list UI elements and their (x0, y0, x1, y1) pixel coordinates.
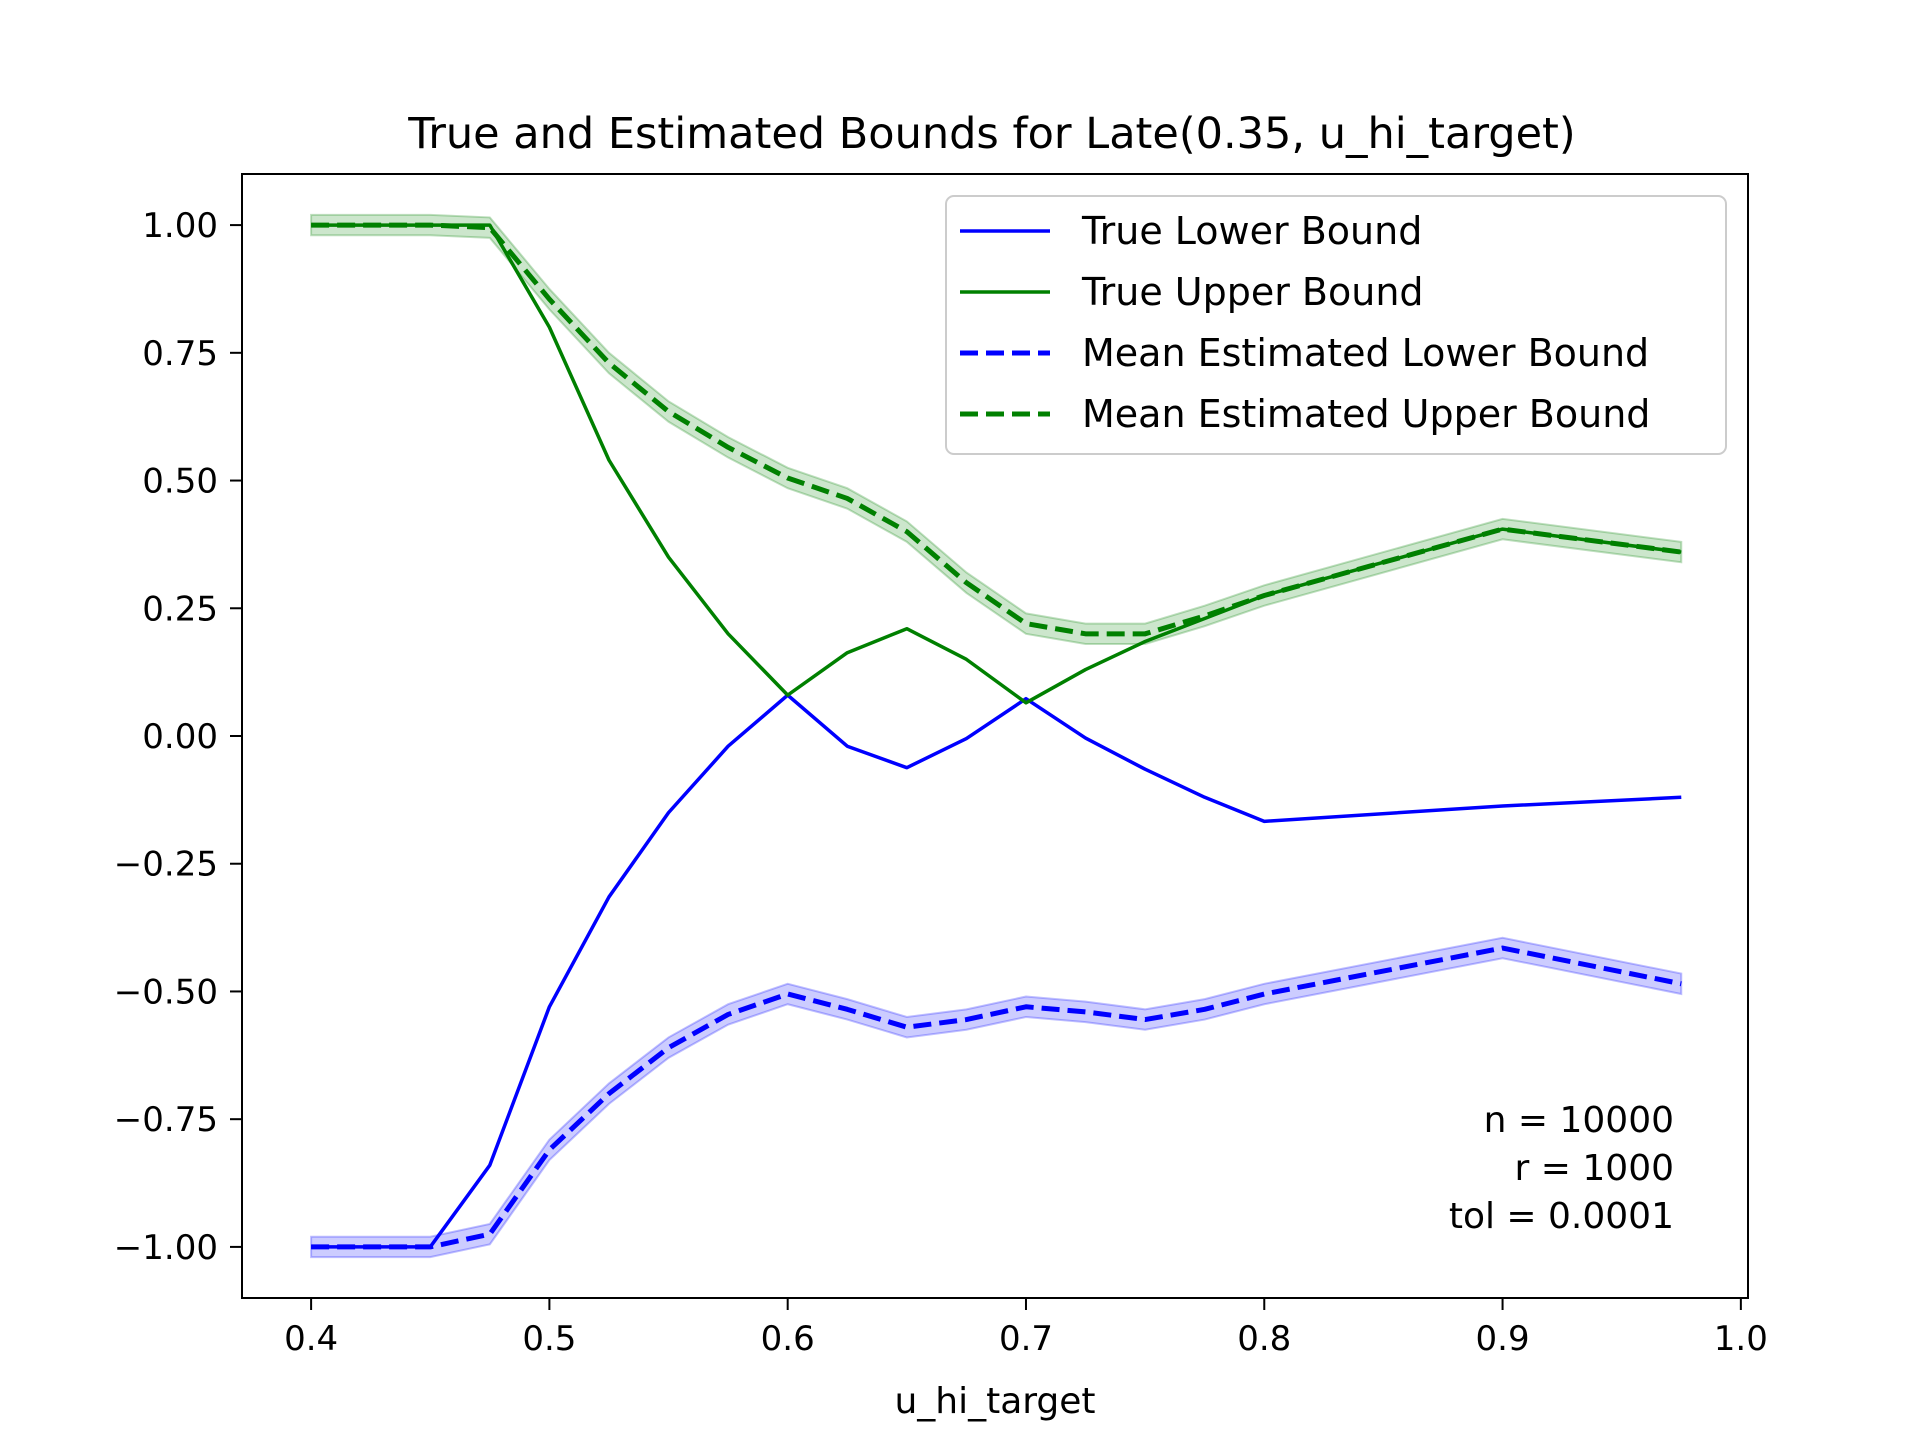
band-3 (310, 936, 1683, 1259)
legend-box (945, 195, 1727, 455)
legend-label: Mean Estimated Lower Bound (1082, 331, 1649, 375)
y-tick-label: 0.75 (142, 334, 218, 374)
y-axis-ticks: 1.00 0.75 0.50 0.25 0.00 −0.25 −0.50 −0.75 −1.00 (114, 206, 242, 1268)
x-tick-label: 1.0 (1714, 1319, 1768, 1359)
band-4 (310, 213, 1683, 646)
y-tick-label: −0.75 (114, 1100, 218, 1140)
x-axis-label: u_hi_target (894, 1381, 1095, 1422)
annotation-line: r = 1000 (1515, 1148, 1674, 1189)
chart-title: True and Estimated Bounds for Late(0.35,… (407, 109, 1575, 159)
x-tick-label: 0.4 (284, 1319, 338, 1359)
series-lines (311, 222, 1682, 1250)
x-tick-label: 0.5 (522, 1319, 576, 1359)
y-tick-label: 0.00 (142, 717, 218, 757)
x-tick-label: 0.9 (1476, 1319, 1530, 1359)
legend-label: Mean Estimated Upper Bound (1082, 392, 1650, 436)
series-line-3 (311, 945, 1682, 1250)
confidence-bands (310, 213, 1683, 1259)
x-axis-ticks: 0.4 0.5 0.6 0.7 0.8 0.9 1.0 (284, 1298, 1768, 1359)
annotation-line: tol = 0.0001 (1449, 1196, 1674, 1237)
legend-label: True Lower Bound (1081, 209, 1422, 253)
run-parameters: n = 10000 r = 1000 tol = 0.0001 (1449, 1100, 1674, 1237)
x-tick-label: 0.7 (999, 1319, 1053, 1359)
x-tick-label: 0.8 (1237, 1319, 1291, 1359)
legend-label: True Upper Bound (1081, 270, 1424, 314)
y-tick-label: 1.00 (142, 206, 218, 246)
series-line-1 (311, 693, 1682, 1249)
x-tick-label: 0.6 (761, 1319, 815, 1359)
series-line-4 (311, 222, 1682, 637)
y-tick-label: −0.25 (114, 845, 218, 885)
legend: True Lower Bound True Upper Bound Mean Est… (945, 195, 1727, 455)
annotation-line: n = 10000 (1484, 1100, 1674, 1141)
y-tick-label: 0.25 (142, 589, 218, 629)
y-tick-label: −1.00 (114, 1228, 218, 1268)
y-tick-label: −0.50 (114, 972, 218, 1012)
y-tick-label: 0.50 (142, 462, 218, 502)
